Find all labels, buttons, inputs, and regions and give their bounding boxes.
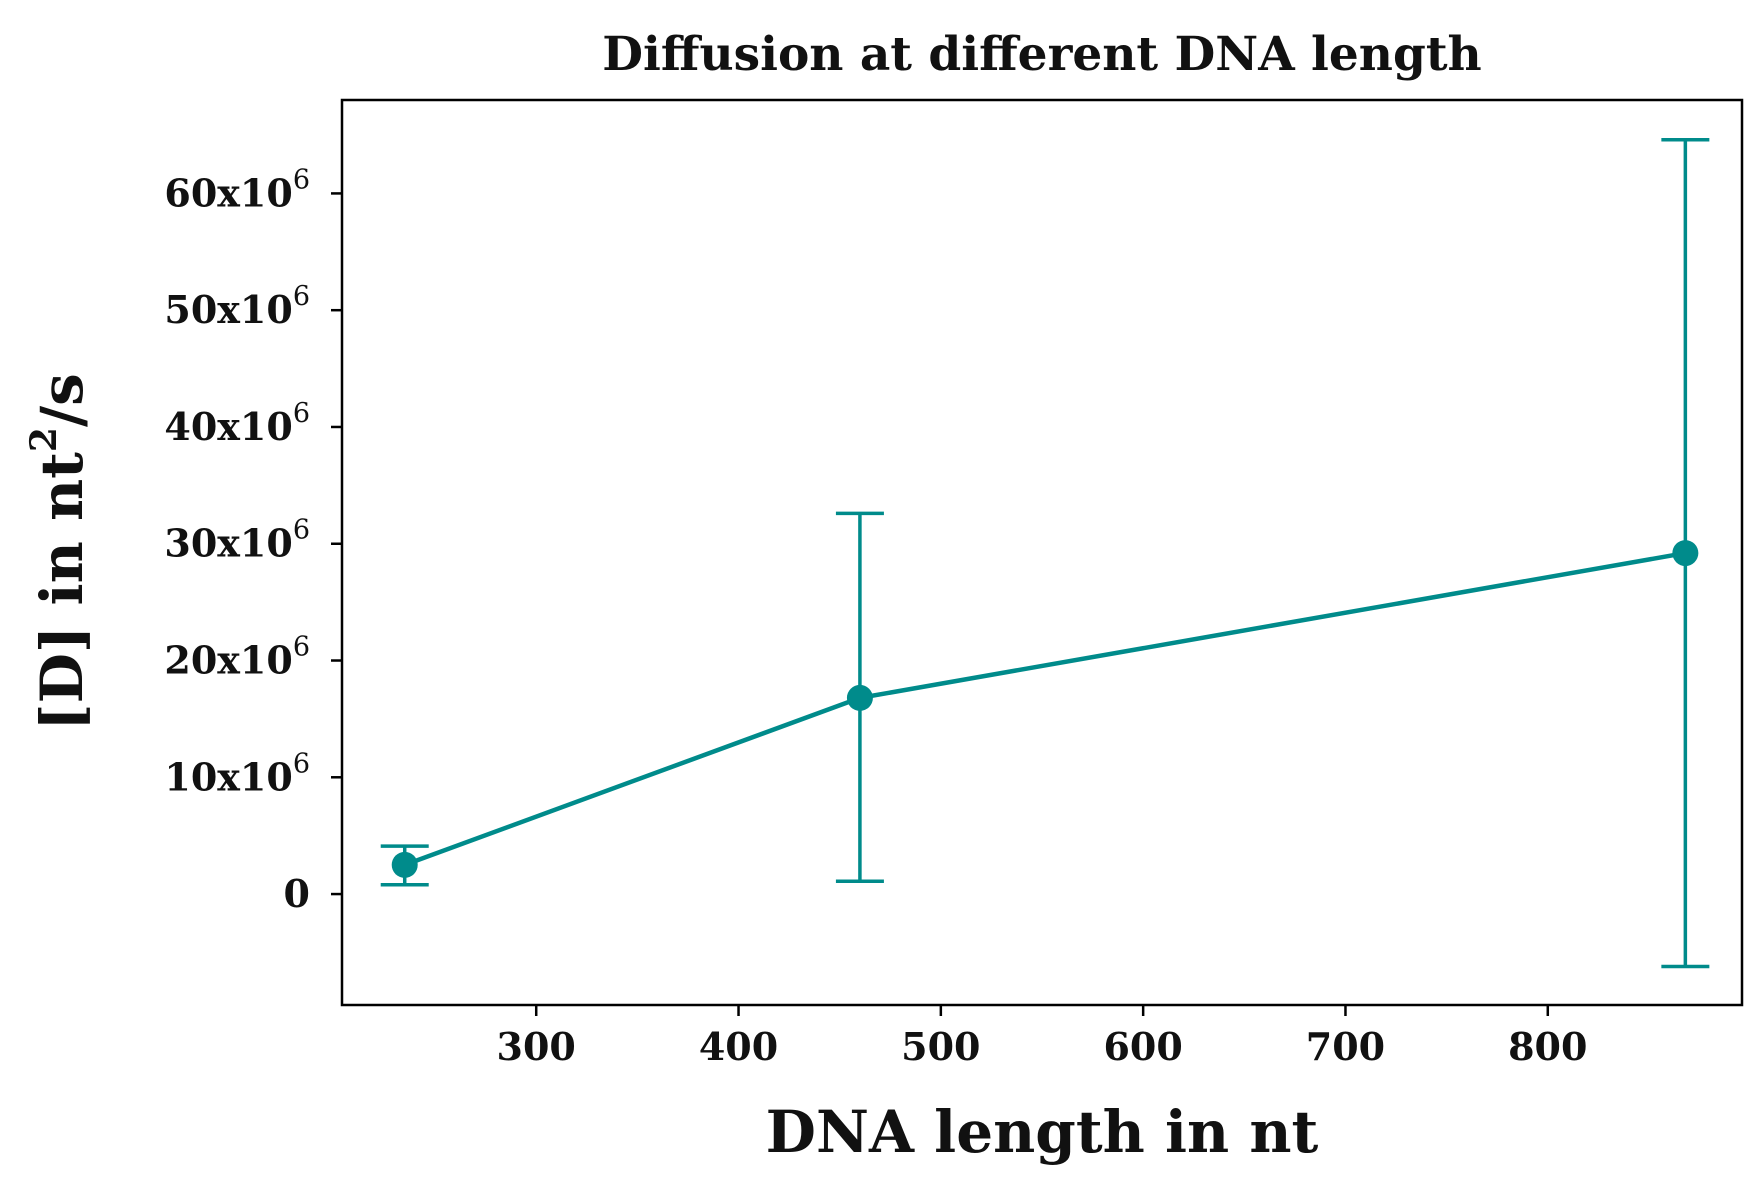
series-layer [380,137,1710,969]
y-tick-label: 50x106 [164,281,310,332]
plot-area-frame [340,98,1744,1007]
data-point [391,851,418,878]
data-point [846,684,873,711]
chart-title: Diffusion at different DNA length [602,27,1481,82]
x-tick-label: 400 [699,1024,778,1069]
y-tick-label: 0 [284,871,310,916]
x-axis-ticks: 300 400 500 600 700 800 [497,1005,1587,1069]
y-axis-label: [D] in nt2/s [23,373,96,731]
x-tick-label: 600 [1103,1024,1182,1069]
y-tick-label: 40x106 [164,398,310,449]
y-tick-label: 60x106 [164,164,310,215]
y-tick-label: 20x106 [164,632,310,683]
data-point [1672,540,1699,567]
y-axis-label-sup: 2 [23,427,65,452]
y-tick-label: 30x106 [164,515,310,566]
x-tick-label: 700 [1306,1024,1385,1069]
x-tick-label: 300 [497,1024,576,1069]
y-axis-ticks: 0 10x106 20x106 30x106 40x106 50x106 60x106 [164,164,342,916]
x-tick-label: 500 [901,1024,980,1069]
x-axis-label: DNA length in nt [766,1098,1319,1166]
x-tick-label: 800 [1508,1024,1587,1069]
y-tick-label: 10x106 [164,748,310,799]
series-line [403,550,1686,867]
y-axis-label-tail: /s [28,373,96,427]
y-axis-label-main: [D] in nt [28,452,96,731]
